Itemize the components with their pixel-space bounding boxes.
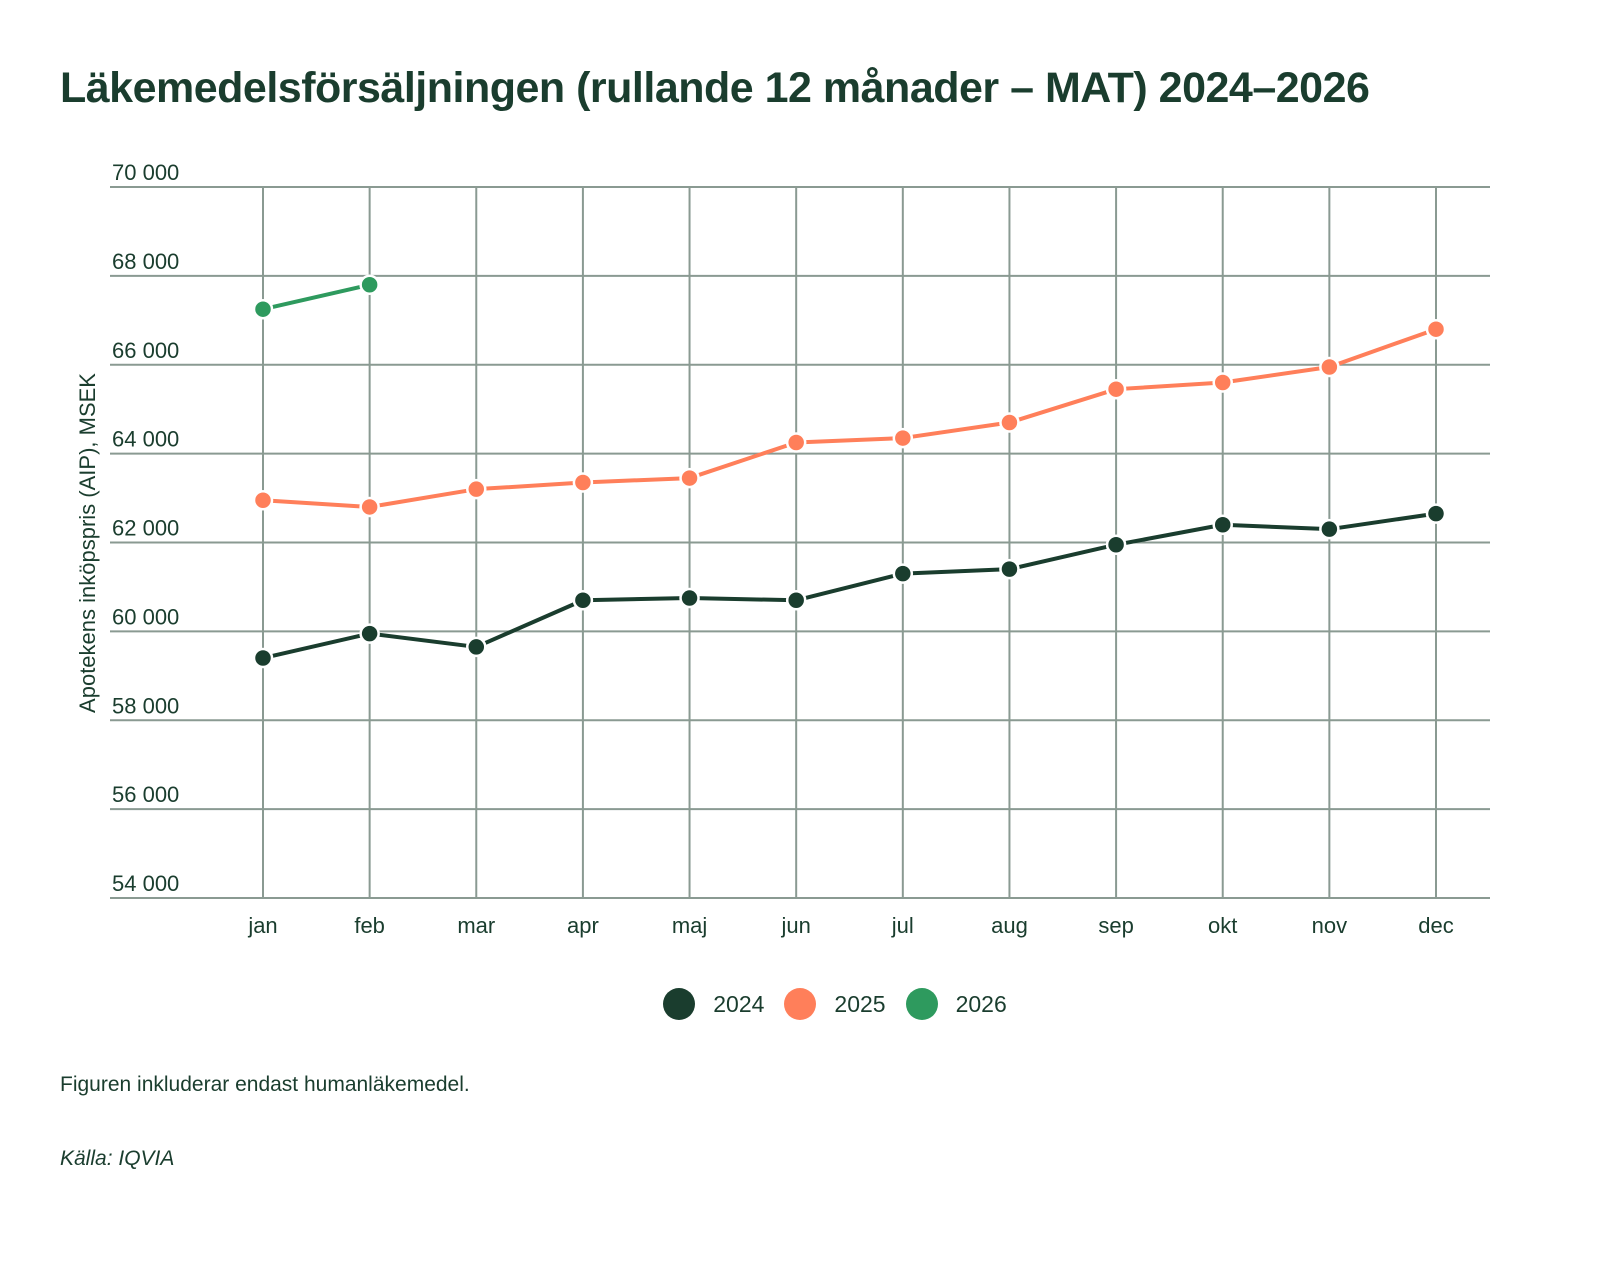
- series-line-segment-2024: [687, 596, 799, 603]
- series-line-segment-2025: [367, 487, 479, 509]
- y-tick-label: 58 000: [112, 693, 179, 718]
- legend-swatch-2026: [905, 988, 938, 1020]
- series-2026: 2026 jan: 67250 2026 feb: 67800: [252, 274, 380, 320]
- x-tick-label: aug: [991, 913, 1028, 938]
- series-line-segment-2024: [261, 631, 372, 661]
- horizontal-gridlines: [110, 186, 1490, 899]
- x-tick-label: apr: [567, 913, 599, 938]
- data-point-2024-okt[interactable]: 2024 okt: 62400: [1212, 514, 1233, 535]
- y-tick-label: 66 000: [112, 338, 179, 363]
- y-tick-label: 70 000: [112, 160, 179, 185]
- data-point-2025-sep[interactable]: 2025 sep: 65450: [1105, 378, 1127, 400]
- data-point-2025-mar[interactable]: 2025 mar: 63200: [466, 478, 487, 500]
- series-line-segment-2025: [687, 440, 799, 481]
- chart-title: Läkemedelsförsäljningen (rullande 12 mån…: [60, 64, 1370, 112]
- data-point-2024-jun[interactable]: 2024 jun: 60700: [785, 590, 807, 611]
- legend-item-2024[interactable]: 2024: [663, 988, 764, 1020]
- data-point-2024-feb[interactable]: 2024 feb: 59950: [359, 623, 380, 644]
- data-point-2024-maj[interactable]: 2024 maj: 60750: [679, 587, 700, 609]
- x-tick-label: okt: [1208, 913, 1237, 938]
- legend-label: 2025: [834, 990, 886, 1017]
- x-tick-label: mar: [457, 913, 495, 938]
- legend-swatch-2025: [784, 988, 817, 1020]
- legend-item-2025[interactable]: 2025: [784, 988, 886, 1020]
- legend: 2024 2025 2026: [0, 988, 1600, 1020]
- series-line-segment-2024: [1220, 522, 1332, 532]
- data-point-2025-aug[interactable]: 2025 aug: 64700: [999, 412, 1020, 433]
- data-point-2025-okt[interactable]: 2025 okt: 65600: [1212, 372, 1233, 393]
- series-line-segment-2024: [580, 596, 692, 603]
- line-chart: 54 000 56 000 58 000 60 000 62 000 64 000 66 0…: [75, 160, 1490, 938]
- legend-label: 2024: [713, 990, 765, 1017]
- x-tick-label: jun: [781, 913, 811, 938]
- series-line-segment-2025: [1327, 327, 1438, 369]
- source-credit: Källa: IQVIA: [60, 1147, 175, 1170]
- x-tick-label: jan: [247, 913, 277, 938]
- y-tick-label: 60 000: [112, 604, 179, 629]
- series-line-segment-2025: [1007, 387, 1119, 425]
- series-line-segment-2024: [367, 631, 479, 649]
- x-tick-label: feb: [354, 913, 385, 938]
- y-tick-label: 56 000: [112, 782, 179, 807]
- x-tick-label: sep: [1098, 913, 1133, 938]
- data-point-2025-maj[interactable]: 2025 maj: 63450: [679, 467, 700, 489]
- series-line-segment-2025: [261, 498, 372, 509]
- y-tick-label: 54 000: [112, 871, 179, 896]
- data-point-2025-feb[interactable]: 2025 feb: 62800: [359, 496, 380, 518]
- y-tick-label: 62 000: [112, 516, 179, 541]
- data-point-2024-sep[interactable]: 2024 sep: 61950: [1105, 534, 1127, 555]
- legend-item-2026[interactable]: 2026: [905, 988, 1007, 1020]
- x-tick-label: dec: [1418, 913, 1453, 938]
- data-point-2024-jan[interactable]: 2024 jan: 59400: [252, 647, 274, 669]
- x-tick-label: maj: [672, 913, 707, 938]
- series-line-segment-2024: [794, 571, 905, 603]
- data-point-2025-dec[interactable]: 2025 dec: 66800: [1425, 318, 1447, 340]
- data-point-2024-dec[interactable]: 2024 dec: 62650: [1425, 503, 1447, 524]
- series-line-segment-2025: [1220, 364, 1332, 385]
- x-axis-tick-labels: jan feb mar apr maj jun jul aug sep okt nov dec: [247, 913, 1453, 938]
- data-point-2024-aug[interactable]: 2024 aug: 61400: [999, 558, 1020, 580]
- series-layer: 2024 jan: 59400 2024 feb: 59950 2024 mar: …: [252, 274, 1447, 669]
- data-point-2024-mar[interactable]: 2024 mar: 59650: [466, 636, 487, 658]
- series-line-segment-2024: [1327, 511, 1438, 532]
- data-point-2025-jul[interactable]: 2025 jul: 64350: [892, 427, 914, 449]
- footnote: Figuren inkluderar endast humanläkemedel…: [60, 1073, 470, 1096]
- data-point-2024-apr[interactable]: 2024 apr: 60700: [572, 590, 594, 611]
- series-line-segment-2025: [474, 480, 585, 492]
- data-point-2025-nov[interactable]: 2025 nov: 65950: [1319, 356, 1340, 378]
- data-point-2025-jun[interactable]: 2025 jun: 64250: [785, 432, 807, 453]
- series-2024: 2024 jan: 59400 2024 feb: 59950 2024 mar: …: [252, 503, 1447, 669]
- series-line-segment-2024: [474, 598, 585, 649]
- series-line-segment-2026: [261, 282, 372, 312]
- x-tick-label: jul: [891, 913, 914, 938]
- series-line-segment-2024: [1114, 522, 1225, 547]
- series-line-segment-2024: [900, 567, 1012, 576]
- legend-swatch-2024: [663, 988, 696, 1020]
- series-line-segment-2024: [1007, 542, 1119, 572]
- series-line-segment-2025: [900, 420, 1012, 441]
- data-point-2026-jan[interactable]: 2026 jan: 67250: [252, 298, 274, 320]
- vertical-gridlines: [262, 187, 1437, 898]
- series-2025: 2025 jan: 62950 2025 feb: 62800 2025 mar: …: [252, 318, 1447, 518]
- series-line-segment-2025: [580, 476, 692, 485]
- series-line-segment-2025: [1114, 380, 1225, 392]
- y-tick-label: 68 000: [112, 249, 179, 274]
- x-tick-label: nov: [1312, 913, 1347, 938]
- data-point-2024-nov[interactable]: 2024 nov: 62300: [1319, 518, 1340, 540]
- data-point-2026-feb[interactable]: 2026 feb: 67800: [359, 274, 380, 296]
- legend-label: 2026: [955, 990, 1007, 1017]
- data-point-2024-jul[interactable]: 2024 jul: 61300: [892, 563, 914, 584]
- series-line-segment-2025: [794, 436, 905, 445]
- y-axis-tick-labels: 54 000 56 000 58 000 60 000 62 000 64 000 66 0…: [112, 160, 179, 896]
- y-tick-label: 64 000: [112, 427, 179, 452]
- data-point-2025-apr[interactable]: 2025 apr: 63350: [572, 472, 594, 493]
- data-point-2025-jan[interactable]: 2025 jan: 62950: [252, 490, 274, 511]
- y-axis-title: Apotekens inköpspris (AIP), MSEK: [75, 373, 100, 713]
